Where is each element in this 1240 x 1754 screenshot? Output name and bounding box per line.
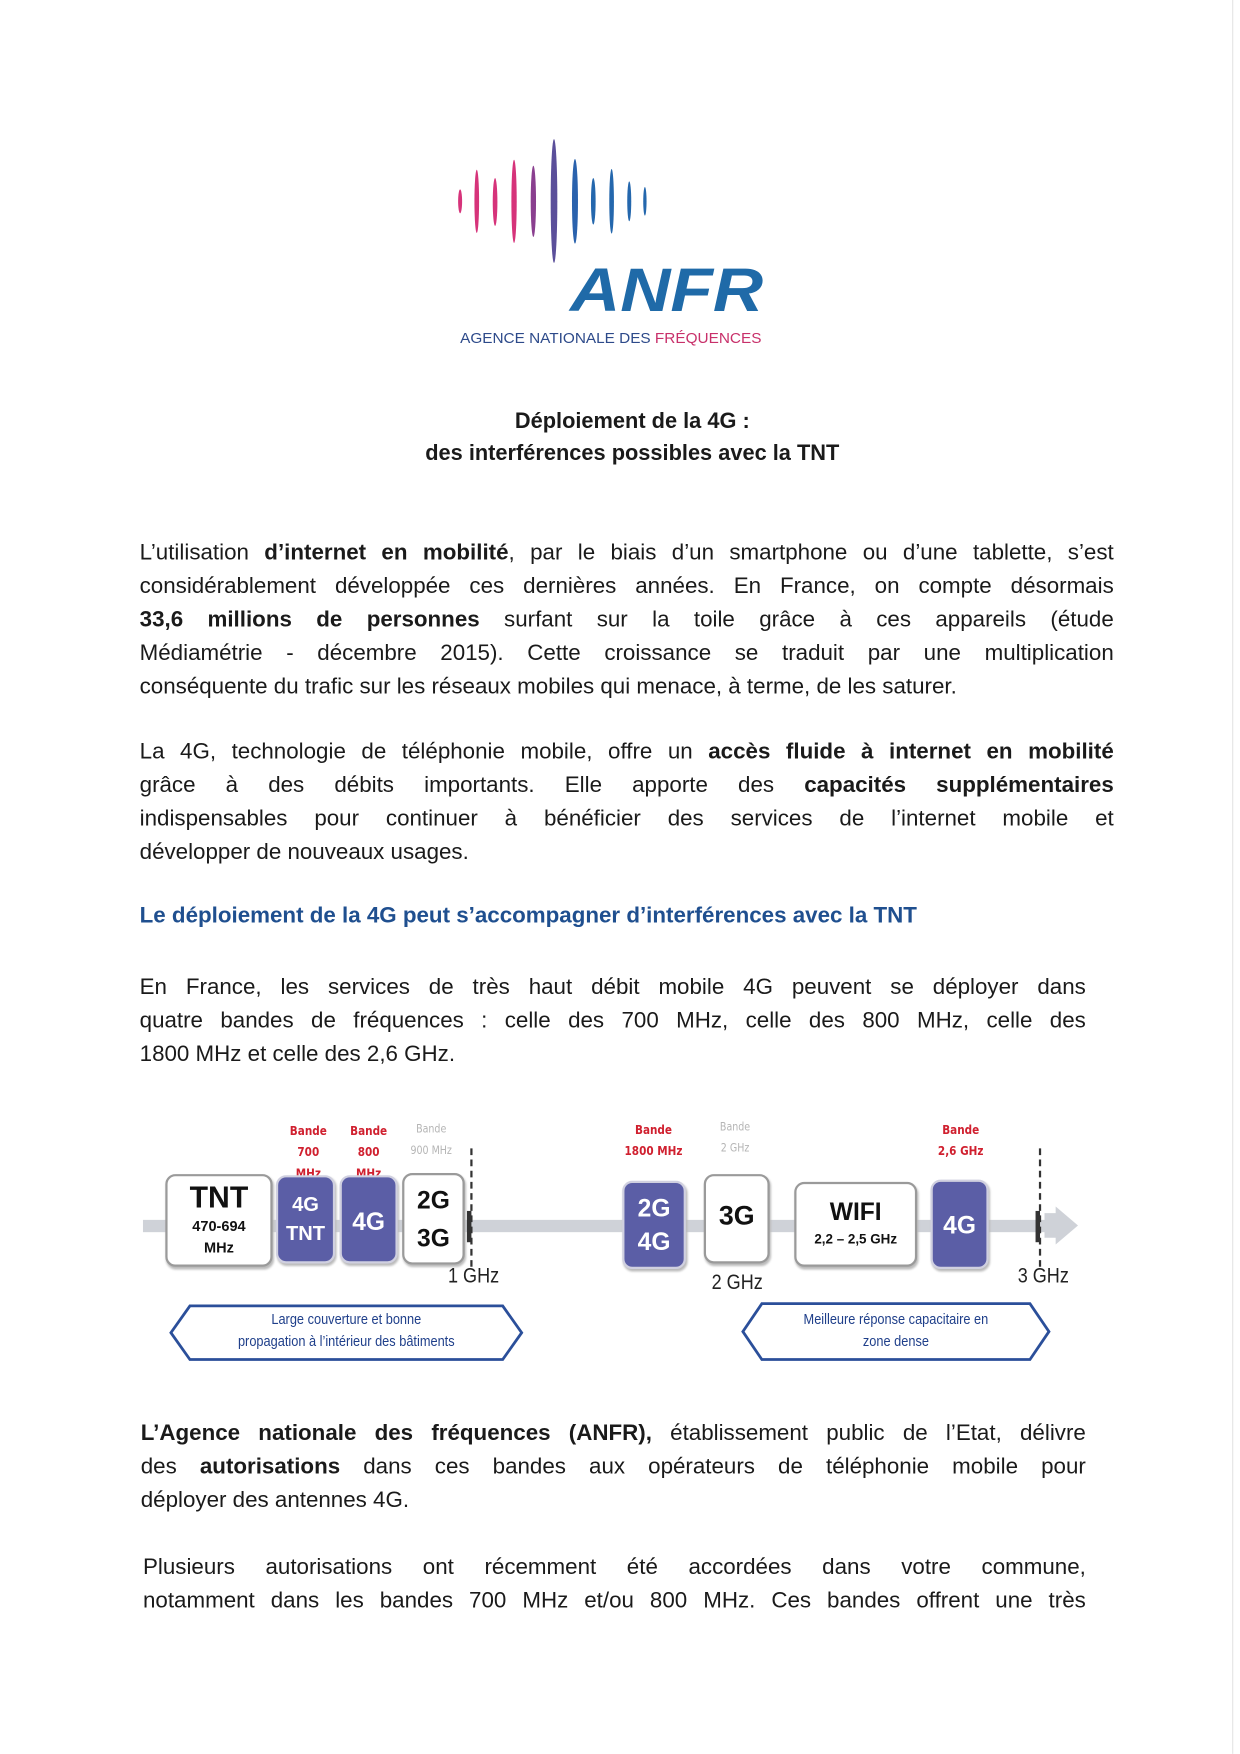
text-segment: 1800 MHz et celle des 2,6 GHz. [139, 1042, 456, 1067]
4g-800-box: 4G [339, 1175, 398, 1264]
text-segment: conséquente du trafic sur les réseaux mo… [139, 674, 957, 700]
logo-subtitle: AGENCE NATIONALE DES FRÉQUENCES [460, 330, 762, 347]
text-segment: quatre bandes de fréquences : celle des … [139, 1008, 1086, 1034]
4g-2600-box: 4G [930, 1179, 989, 1270]
text-line: notamment dans les bandes 700 MHz et/ou … [143, 1584, 1086, 1618]
2g-4g-1800-box: 2G 4G [622, 1180, 686, 1270]
text-segment: , par le biais d’un smartphone ou d’une … [508, 540, 1114, 566]
axis-arrow-icon [1044, 1206, 1079, 1245]
text-line: indispensables pour continuer à bénéfici… [140, 802, 1114, 836]
text-line: En France, les services de très haut déb… [140, 971, 1086, 1005]
anfr-logo: ANFR AGENCE NATIONALE DES FRÉQUENCES [458, 139, 764, 347]
paragraph-mobile-internet: L’utilisation d’internet en mobilité, pa… [140, 536, 1114, 704]
text-line: Plusieurs autorisations ont récemment ét… [143, 1551, 1086, 1585]
3ghz-tick [1035, 1210, 1041, 1243]
text-line: L’utilisation d’internet en mobilité, pa… [140, 536, 1114, 570]
scan-edge-line [1232, 0, 1234, 1754]
text-line: déployer des antennes 4G. [141, 1484, 1086, 1518]
text-segment: L’utilisation [139, 540, 265, 566]
paragraph-anfr: L’Agence nationale des fréquences (ANFR)… [141, 1416, 1086, 1517]
logo-wordmark: ANFR [568, 256, 764, 325]
callout-left-text: Large couverture et bonne propagation à l… [237, 1310, 455, 1350]
text-segment: développer de nouveaux usages. [139, 840, 469, 865]
text-segment: notamment dans les bandes 700 MHz et/ou … [142, 1588, 1086, 1614]
bold-text: 33,6 millions de personnes [139, 607, 480, 633]
band-label-2600: Bande 2,6 GHz [937, 1122, 984, 1159]
text-line: Médiamétrie - décembre 2015). Cette croi… [140, 637, 1114, 671]
2g-3g-box: 2G 3G [402, 1172, 465, 1265]
paragraph-frequency-bands: En France, les services de très haut déb… [140, 971, 1086, 1072]
document-title-line-2: des interférences possibles avec la TNT [425, 441, 840, 466]
text-segment: La 4G, technologie de téléphonie mobile,… [139, 739, 709, 765]
bold-text: L’Agence nationale des fréquences (ANFR)… [140, 1420, 652, 1446]
paragraph-4g-technology: La 4G, technologie de téléphonie mobile,… [140, 735, 1114, 869]
text-line: des autorisations dans ces bandes aux op… [141, 1450, 1086, 1484]
text-segment: déployer des antennes 4G. [140, 1487, 410, 1513]
band-label-1800: Bande 1800 MHz [624, 1122, 683, 1159]
text-line: développer de nouveaux usages. [140, 836, 1114, 870]
band-label-900: Bande 900 MHz [410, 1123, 452, 1158]
2ghz-label: 2 GHz [711, 1271, 763, 1295]
text-line: 33,6 millions de personnes surfant sur l… [140, 603, 1114, 637]
wave-bars-icon [458, 139, 647, 263]
text-line: grâce à des débits importants. Elle appo… [140, 769, 1114, 803]
wifi-box: WIFI 2,2 – 2,5 GHz [794, 1181, 918, 1267]
callout-right-shape [741, 1302, 1051, 1361]
3ghz-label: 3 GHz [1017, 1264, 1069, 1289]
bold-text: accès fluide à internet en mobilité [708, 739, 1114, 765]
text-segment: dans ces bandes aux opérateurs de téléph… [340, 1454, 1086, 1480]
band-label-2ghz: Bande 2 GHz [719, 1121, 751, 1156]
text-segment: établissement public de l’Etat, délivre [651, 1420, 1086, 1446]
document-title-line-1: Déploiement de la 4G : [514, 408, 750, 434]
text-segment: des [140, 1454, 200, 1480]
section-heading: Le déploiement de la 4G peut s’accompagn… [139, 903, 917, 929]
bold-text: autorisations [199, 1454, 341, 1480]
text-line: considérablement développée ces dernière… [140, 570, 1114, 604]
callout-left-shape [169, 1304, 524, 1361]
bold-text: capacités supplémentaires [804, 773, 1114, 798]
text-segment: considérablement développée ces dernière… [139, 574, 1114, 599]
text-line: L’Agence nationale des fréquences (ANFR)… [141, 1416, 1086, 1450]
text-segment: En France, les services de très haut déb… [139, 975, 1086, 1000]
text-line: conséquente du trafic sur les réseaux mo… [140, 670, 1114, 704]
text-segment: grâce à des débits importants. Elle appo… [139, 773, 805, 798]
3ghz-marker-line [1038, 1148, 1042, 1267]
1ghz-tick [466, 1210, 472, 1243]
text-line: 1800 MHz et celle des 2,6 GHz. [140, 1038, 1086, 1072]
text-segment: Médiamétrie - décembre 2015). Cette croi… [139, 641, 1114, 666]
text-line: La 4G, technologie de téléphonie mobile,… [140, 735, 1114, 769]
1ghz-marker-line [470, 1148, 473, 1267]
text-segment: surfant sur la toile grâce à ces apparei… [479, 607, 1114, 633]
bold-text: d’internet en mobilité [264, 540, 509, 566]
text-line: quatre bandes de fréquences : celle des … [140, 1004, 1086, 1038]
3g-box: 3G [703, 1174, 770, 1264]
paragraph-authorisations: Plusieurs autorisations ont récemment ét… [143, 1551, 1086, 1618]
tnt-box: TNT 470-694 MHz [165, 1174, 273, 1267]
1ghz-label: 1 GHz [448, 1264, 500, 1289]
text-segment: indispensables pour continuer à bénéfici… [139, 806, 1114, 832]
4g-tnt-box: 4G TNT [275, 1175, 336, 1264]
callout-right-text: Meilleure réponse capacitaire en zone den… [803, 1310, 989, 1350]
text-segment: Plusieurs autorisations ont récemment ét… [142, 1555, 1086, 1580]
